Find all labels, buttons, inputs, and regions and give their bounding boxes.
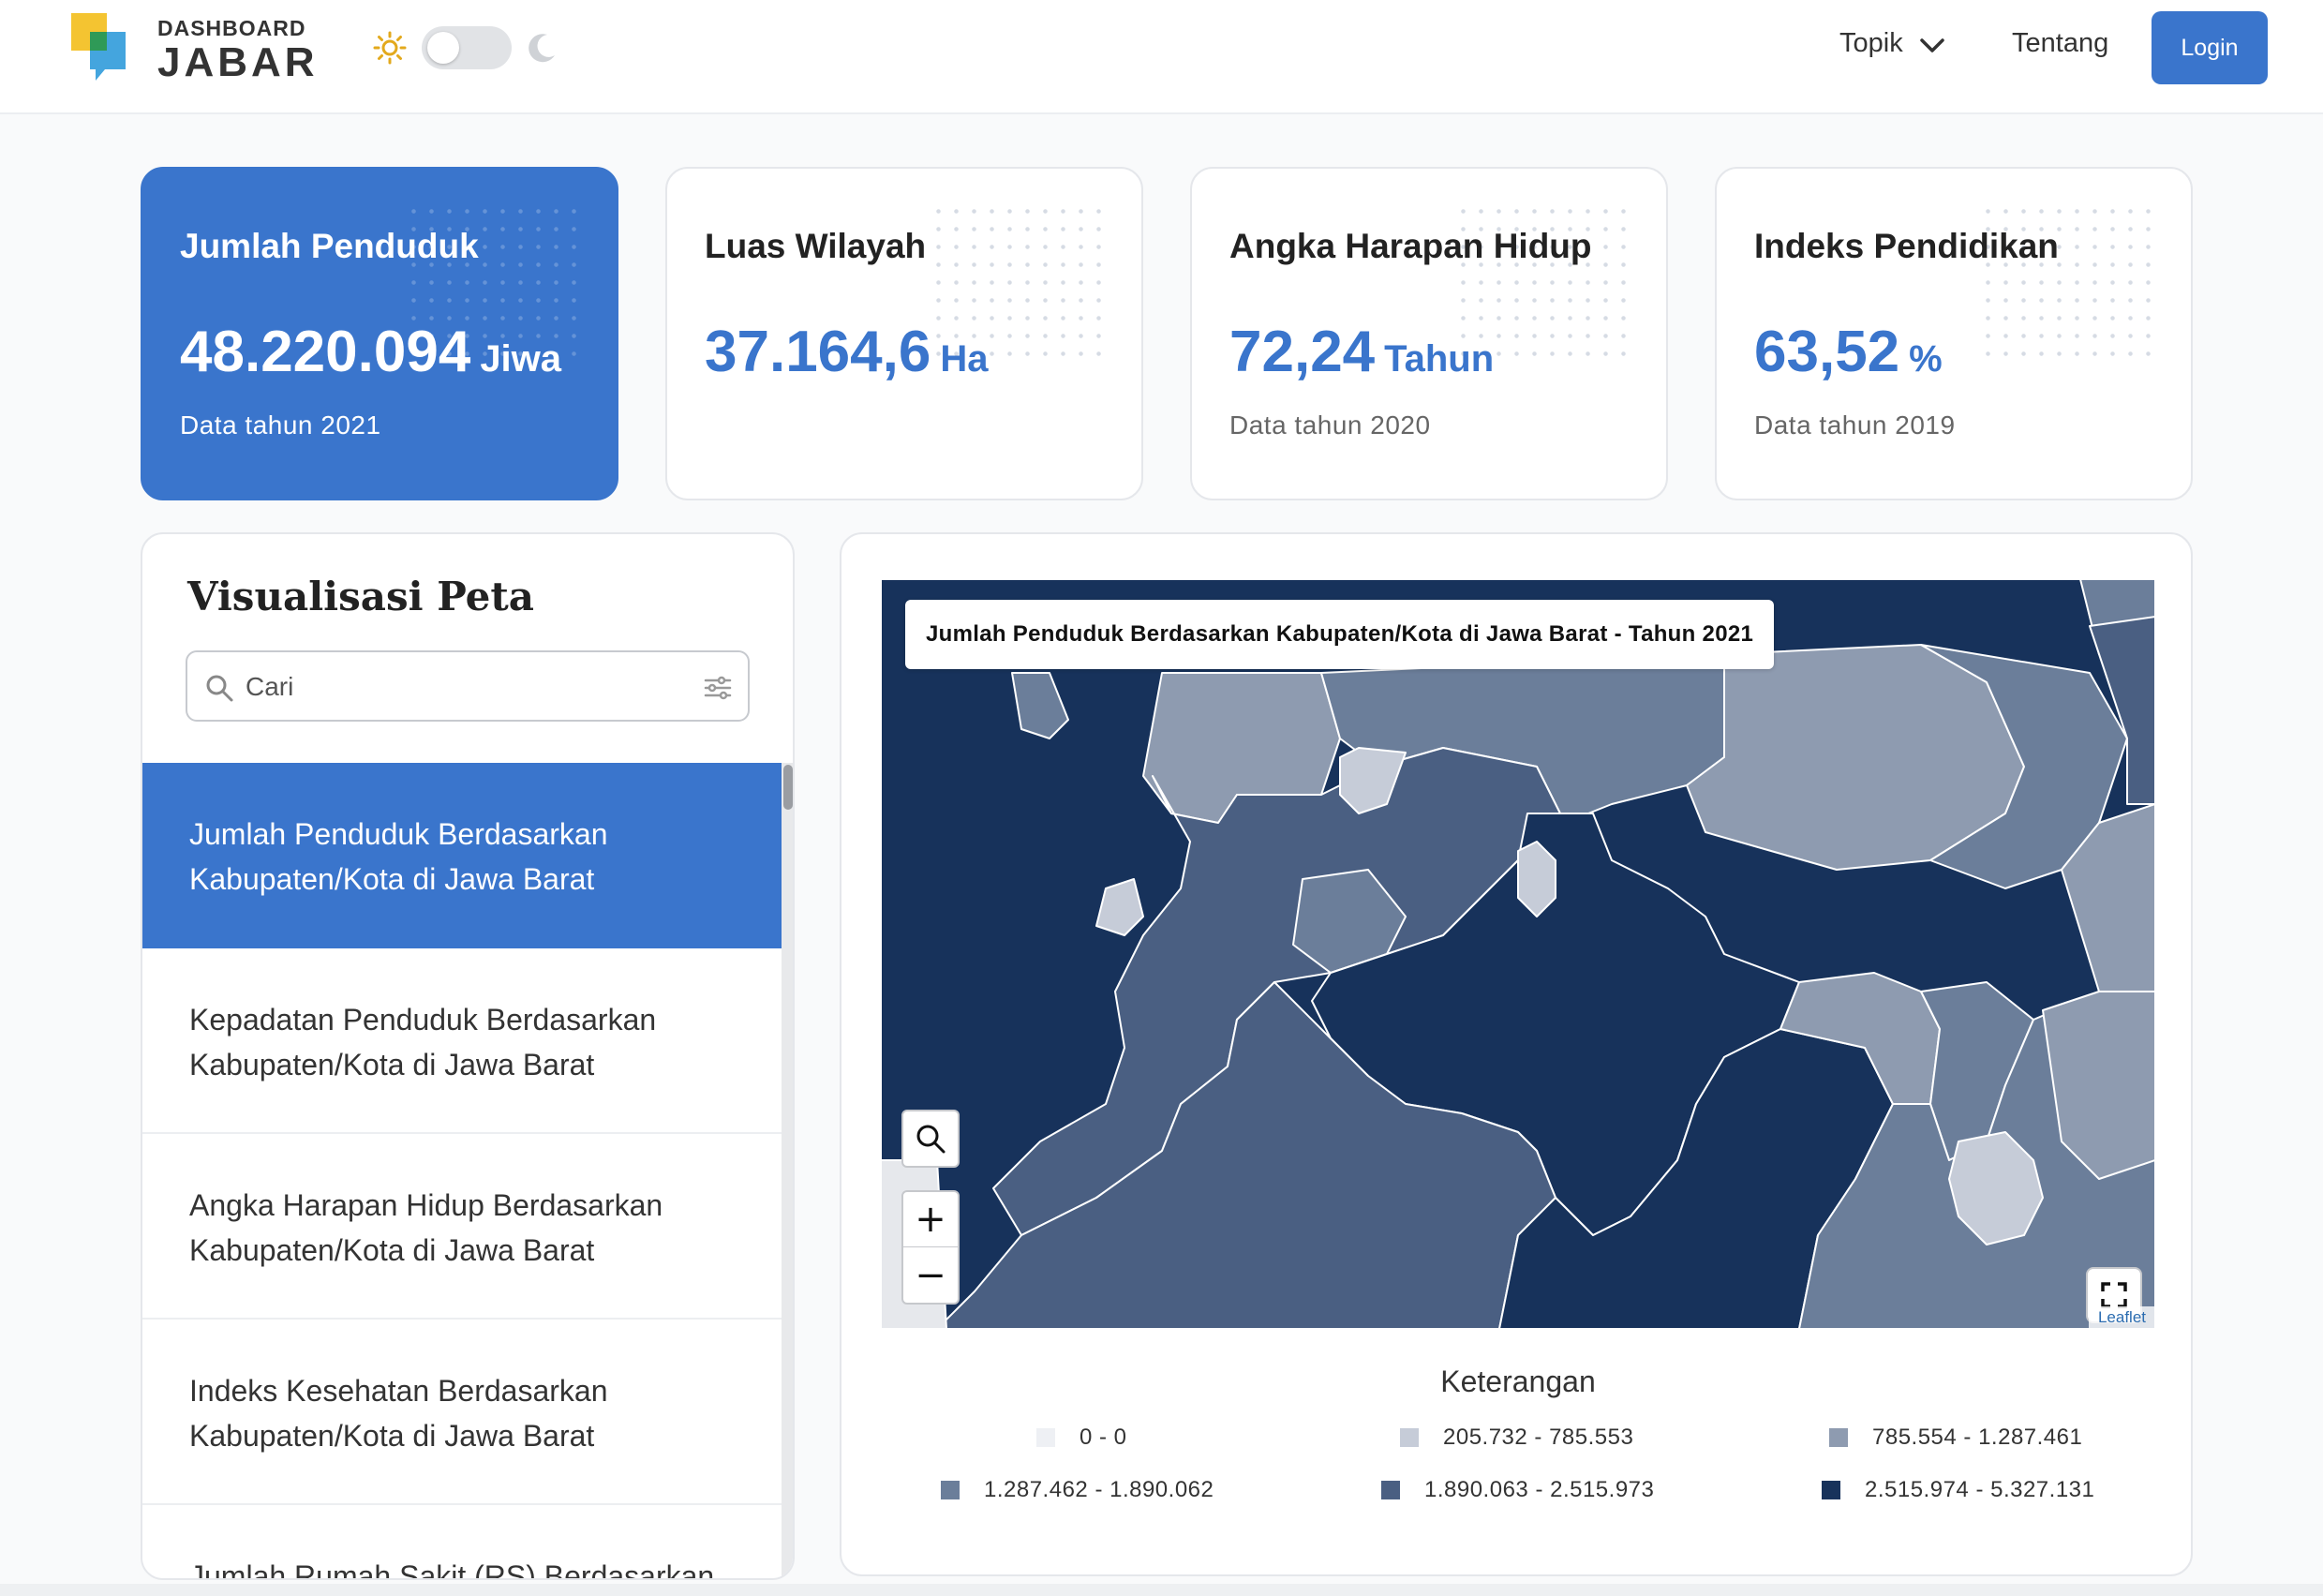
list-item[interactable]: Jumlah Rumah Sakit (RS) Berdasarkan	[142, 1505, 782, 1578]
logo-text-main: JABAR	[157, 39, 319, 85]
zoom-out-button[interactable]: −	[901, 1246, 960, 1305]
map-search-button[interactable]	[901, 1110, 960, 1168]
legend-item: 2.515.974 - 5.327.131	[1822, 1477, 2094, 1503]
header: DASHBOARD JABAR Topik Tentang Login	[0, 0, 2323, 114]
legend-item: 1.890.063 - 2.515.973	[1381, 1477, 1654, 1503]
card-unit: Tahun	[1384, 338, 1495, 380]
card-number: 48.220.094	[180, 320, 471, 384]
map-title: Jumlah Penduduk Berdasarkan Kabupaten/Ko…	[905, 600, 1775, 669]
theme-toggle[interactable]	[422, 26, 512, 69]
card-value: 63,52%	[1754, 319, 1943, 385]
stat-card-jumlah-penduduk[interactable]: Jumlah Penduduk 48.220.094 Jiwa Data tahu…	[141, 167, 618, 500]
panel-title: Visualisasi Peta	[187, 574, 534, 619]
card-title: Luas Wilayah	[705, 227, 927, 265]
card-value: 48.220.094 Jiwa	[180, 319, 561, 385]
list-scrollbar[interactable]	[782, 763, 793, 1578]
legend-swatch	[1036, 1428, 1055, 1447]
card-dots-decoration	[405, 202, 583, 362]
legend-swatch	[1400, 1428, 1419, 1447]
region-ciamis[interactable]	[2042, 991, 2155, 1180]
card-unit: Jiwa	[480, 338, 562, 380]
legend-label: 1.890.063 - 2.515.973	[1424, 1477, 1655, 1502]
search-box[interactable]	[186, 650, 750, 722]
zoom-in-button[interactable]: +	[901, 1190, 960, 1248]
choropleth-map[interactable]: Jumlah Penduduk Berdasarkan Kabupaten/Ko…	[881, 579, 2155, 1329]
legend-swatch	[1829, 1428, 1848, 1447]
sun-icon	[373, 31, 407, 65]
card-dots-decoration	[1454, 202, 1632, 362]
region-kota-tasikmalaya[interactable]	[1948, 1131, 2044, 1245]
card-dots-decoration	[1979, 202, 2157, 362]
legend-swatch	[1381, 1481, 1400, 1499]
chevron-down-icon[interactable]	[1919, 37, 1945, 55]
card-note: Data tahun 2020	[1229, 410, 1431, 440]
search-icon	[916, 1125, 946, 1154]
region-cirebon[interactable]	[2089, 616, 2155, 805]
region-kota-bandung[interactable]	[1517, 841, 1556, 917]
logo-text-top: DASHBOARD	[157, 16, 306, 40]
card-number: 37.164,6	[705, 320, 931, 384]
logo-mark-icon	[71, 13, 126, 81]
legend-item: 0 - 0	[1036, 1424, 1127, 1451]
list-item[interactable]: Kepadatan Penduduk Berdasarkan Kabupaten…	[142, 948, 782, 1134]
card-note: Data tahun 2021	[180, 410, 381, 440]
legend-swatch	[941, 1481, 960, 1499]
card-title: Indeks Pendidikan	[1754, 227, 2059, 265]
legend-item: 1.287.462 - 1.890.062	[941, 1477, 1214, 1503]
stat-card-angka-harapan-hidup[interactable]: Angka Harapan Hidup 72,24 Tahun Data tahu…	[1190, 167, 1668, 500]
legend-item: 785.554 - 1.287.461	[1829, 1424, 2082, 1451]
map-list-panel: Visualisasi Peta Jumlah Penduduk Berdasa…	[141, 532, 795, 1580]
filter-sliders-icon[interactable]	[703, 673, 733, 703]
login-button[interactable]: Login	[2152, 11, 2268, 84]
map-attribution[interactable]: Leaflet	[2088, 1306, 2155, 1329]
stat-card-luas-wilayah[interactable]: Luas Wilayah 37.164,6 Ha	[665, 167, 1143, 500]
list-item[interactable]: Indeks Kesehatan Berdasarkan Kabupaten/K…	[142, 1320, 782, 1505]
fullscreen-icon	[2101, 1282, 2127, 1308]
region-kota-depok[interactable]	[1011, 672, 1069, 739]
scrollbar-thumb[interactable]	[783, 765, 793, 810]
legend-title: Keterangan	[1440, 1365, 1596, 1398]
list-item[interactable]: Angka Harapan Hidup Berdasarkan Kabupate…	[142, 1134, 782, 1320]
map-panel: Jumlah Penduduk Berdasarkan Kabupaten/Ko…	[840, 532, 2193, 1576]
card-title: Angka Harapan Hidup	[1229, 227, 1592, 265]
nav-tentang[interactable]: Tentang	[2012, 28, 2109, 58]
card-unit: %	[1909, 338, 1943, 380]
card-note: Data tahun 2019	[1754, 410, 1956, 440]
card-number: 63,52	[1754, 320, 1900, 384]
card-dots-decoration	[930, 202, 1108, 362]
region-indramayu[interactable]	[1920, 644, 2128, 889]
card-number: 72,24	[1229, 320, 1376, 384]
list-item[interactable]: Jumlah Penduduk Berdasarkan Kabupaten/Ko…	[142, 763, 782, 948]
card-value: 37.164,6 Ha	[705, 319, 988, 385]
moon-icon	[529, 34, 555, 63]
legend-label: 205.732 - 785.553	[1443, 1424, 1634, 1450]
region-kota-bogor[interactable]	[1095, 878, 1144, 936]
logo[interactable]: DASHBOARD JABAR	[66, 11, 328, 86]
legend-label: 1.287.462 - 1.890.062	[984, 1477, 1214, 1502]
page-bottom-edge	[0, 1584, 2323, 1596]
legend-item: 205.732 - 785.553	[1400, 1424, 1633, 1451]
search-icon	[206, 675, 233, 702]
region-kota-bekasi[interactable]	[1339, 747, 1407, 814]
theme-toggle-knob	[427, 32, 459, 64]
region-cianjur[interactable]	[936, 981, 1556, 1329]
card-value: 72,24 Tahun	[1229, 319, 1494, 385]
card-unit: Ha	[940, 338, 989, 380]
map-topic-list: Jumlah Penduduk Berdasarkan Kabupaten/Ko…	[142, 763, 782, 1578]
stat-card-indeks-pendidikan[interactable]: Indeks Pendidikan 63,52% Data tahun 2019	[1715, 167, 2193, 500]
map-regions[interactable]	[881, 579, 2155, 1329]
legend-label: 2.515.974 - 5.327.131	[1865, 1477, 2095, 1502]
search-input[interactable]	[246, 665, 686, 709]
legend-label: 0 - 0	[1080, 1424, 1127, 1450]
legend-swatch	[1822, 1481, 1840, 1499]
nav-topik[interactable]: Topik	[1839, 28, 1903, 58]
legend-label: 785.554 - 1.287.461	[1872, 1424, 2083, 1450]
card-title: Jumlah Penduduk	[180, 227, 479, 265]
